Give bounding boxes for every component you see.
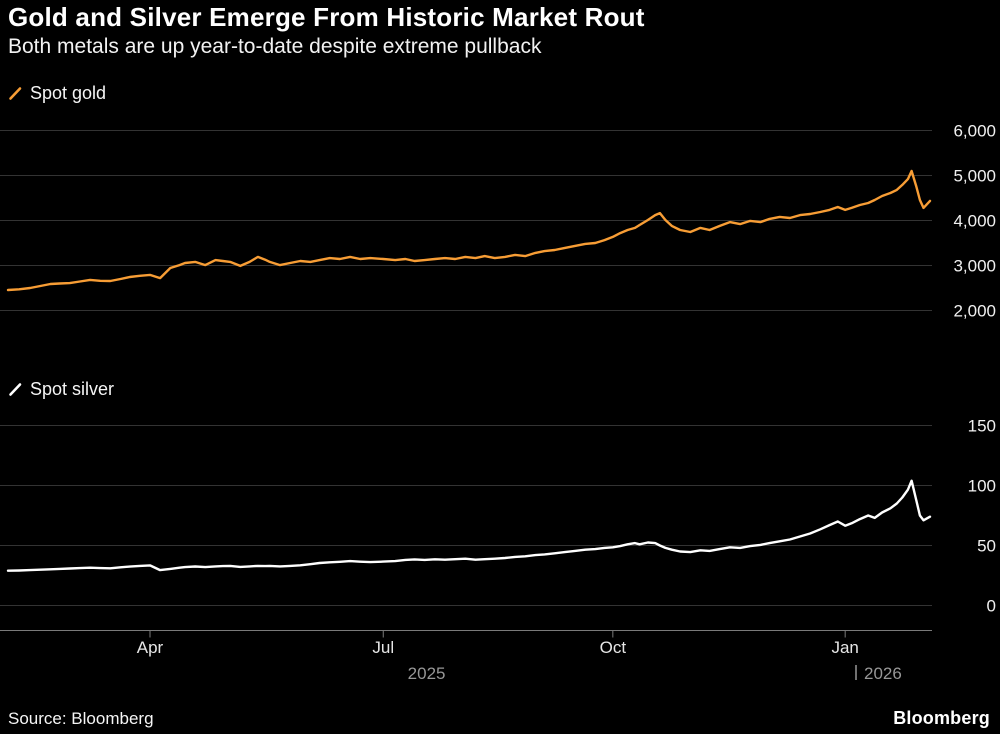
gold-legend-label: Spot gold — [30, 83, 107, 103]
y-axis-label: 3,000 — [953, 257, 996, 276]
chart-subtitle: Both metals are up year-to-date despite … — [8, 35, 542, 58]
silver-legend-label: Spot silver — [30, 379, 115, 399]
y-axis-label: 0 — [987, 597, 996, 616]
y-axis-label: 4,000 — [953, 212, 996, 231]
gold-series-line — [6, 169, 932, 292]
y-axis-label: 150 — [968, 417, 996, 436]
silver-series-line — [6, 479, 932, 572]
y-axis-label: 100 — [968, 477, 996, 496]
y-axis-label: 2,000 — [953, 302, 996, 321]
y-axis-label: 6,000 — [953, 122, 996, 141]
x-axis-month-label: Jan — [831, 638, 858, 657]
x-axis-month-label: Oct — [600, 638, 627, 657]
gold-chart: 6,000 5,000 4,000 3,000 2,000 — [0, 122, 996, 321]
x-axis-month-label: Jul — [372, 638, 394, 657]
silver-line-icon — [9, 383, 22, 396]
year-label-2026: 2026 — [864, 664, 902, 683]
y-axis-label: 5,000 — [953, 167, 996, 186]
gold-legend: Spot gold — [8, 83, 106, 104]
silver-legend: Spot silver — [8, 379, 114, 400]
gold-line-icon — [9, 87, 22, 100]
silver-chart: 150 100 50 0 Apr Jul Oct Jan 2025 2026 — [0, 417, 996, 683]
year-label-2025: 2025 — [408, 664, 446, 683]
page-title: Gold and Silver Emerge From Historic Mar… — [8, 2, 645, 32]
x-axis-month-label: Apr — [137, 638, 164, 657]
source-note: Source: Bloomberg — [8, 709, 154, 728]
bloomberg-logo: Bloomberg — [893, 708, 990, 728]
y-axis-label: 50 — [977, 537, 996, 556]
